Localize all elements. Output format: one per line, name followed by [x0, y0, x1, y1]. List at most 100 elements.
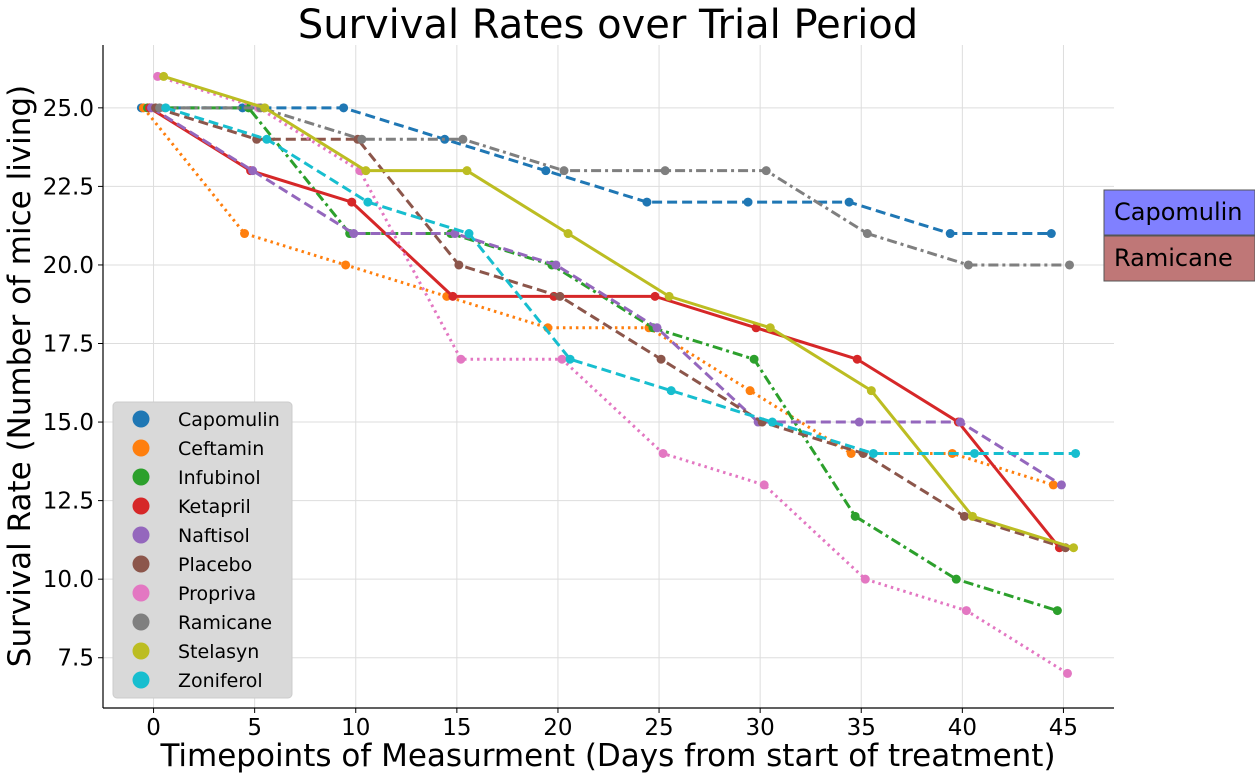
legend-label-placebo: Placebo	[178, 554, 252, 576]
data-point-naftisol	[652, 323, 662, 333]
legend-label-ramicane: Ramicane	[178, 612, 272, 634]
y-axis-label: Survival Rate (Number of mice living)	[2, 85, 38, 667]
data-point-propriva	[456, 354, 466, 364]
legend-label-capomulin: Capomulin	[178, 409, 280, 431]
data-point-infubinol	[850, 511, 860, 521]
y-tick-label: 20.0	[43, 253, 94, 279]
legend-items: Capomulin Ceftamin Infubinol Ketapril Naftis…	[132, 409, 280, 692]
x-tick-label: 30	[746, 715, 775, 741]
legend-box	[112, 401, 293, 699]
data-point-zoniferol	[161, 103, 171, 113]
series-line-zoniferol	[165, 106, 1076, 455]
data-point-ceftamin	[1048, 480, 1058, 490]
y-tick-label: 25.0	[43, 96, 94, 122]
legend-label-zoniferol: Zoniferol	[178, 670, 263, 692]
data-point-ramicane	[458, 134, 468, 144]
data-point-ceftamin	[745, 386, 755, 396]
data-point-propriva	[1062, 668, 1072, 678]
data-point-naftisol	[349, 229, 359, 239]
x-tick-label: 0	[146, 715, 161, 741]
legend-marker-capomulin	[132, 410, 150, 428]
y-tick-label: 7.5	[57, 646, 94, 672]
data-point-capomulin	[1046, 229, 1056, 239]
data-point-stelasyn	[361, 166, 371, 176]
data-point-stelasyn	[159, 71, 169, 81]
data-point-capomulin	[743, 197, 753, 207]
data-point-propriva	[557, 354, 567, 364]
data-point-ceftamin	[846, 448, 856, 458]
x-tick-label: 25	[644, 715, 673, 741]
data-point-ketapril	[448, 291, 458, 301]
series-zoniferol	[161, 103, 1081, 458]
legend: Capomulin Ceftamin Infubinol Ketapril Naftis…	[112, 401, 293, 699]
y-tick-label: 17.5	[43, 332, 94, 358]
data-point-stelasyn	[260, 103, 270, 113]
x-tick-label: 15	[442, 715, 471, 741]
legend-label-ketapril: Ketapril	[178, 496, 251, 518]
series-line-stelasyn	[163, 74, 1075, 550]
data-point-ramicane	[1065, 260, 1075, 270]
data-point-ceftamin	[341, 260, 351, 270]
x-tick-label: 40	[948, 715, 977, 741]
data-point-zoniferol	[868, 448, 878, 458]
data-point-infubinol	[1052, 606, 1062, 616]
data-point-infubinol	[951, 574, 961, 584]
data-point-propriva	[759, 480, 769, 490]
x-tick-label: 35	[847, 715, 876, 741]
data-point-stelasyn	[967, 511, 977, 521]
series-stelasyn	[159, 71, 1079, 553]
data-point-naftisol	[248, 166, 258, 176]
data-point-stelasyn	[765, 323, 775, 333]
legend-marker-stelasyn	[132, 642, 150, 660]
x-tick-label: 45	[1049, 715, 1078, 741]
data-point-naftisol	[955, 417, 965, 427]
x-tick-label: 20	[543, 715, 572, 741]
callout-label-ramicane: Ramicane	[1114, 244, 1233, 272]
data-point-ramicane	[862, 229, 872, 239]
data-point-zoniferol	[666, 386, 676, 396]
data-point-ramicane	[559, 166, 569, 176]
y-tick-label: 15.0	[43, 410, 94, 436]
x-tick-label: 5	[247, 715, 262, 741]
data-point-naftisol	[551, 260, 561, 270]
data-point-ramicane	[963, 260, 973, 270]
ticks-layer: 0 5 10 15 20 25 30 35 40 45 7.5 10.0 12.5 15.0 17.5 20.…	[43, 96, 1078, 741]
y-tick-label: 10.0	[43, 567, 94, 593]
series-line-capomulin	[141, 106, 1052, 236]
data-point-stelasyn	[866, 386, 876, 396]
data-point-capomulin	[339, 103, 349, 113]
series-layer	[136, 71, 1081, 678]
data-point-ramicane	[761, 166, 771, 176]
y-tick-label: 22.5	[43, 174, 94, 200]
data-point-ceftamin	[240, 229, 250, 239]
data-point-ramicane	[357, 134, 367, 144]
data-point-zoniferol	[767, 417, 777, 427]
legend-marker-ramicane	[132, 613, 150, 631]
data-point-stelasyn	[462, 166, 472, 176]
data-point-ramicane	[660, 166, 670, 176]
legend-marker-zoniferol	[132, 671, 150, 689]
callout-box-capomulin	[1103, 189, 1255, 236]
legend-label-naftisol: Naftisol	[178, 525, 250, 547]
legend-marker-naftisol	[132, 526, 150, 544]
legend-label-infubinol: Infubinol	[178, 467, 261, 489]
series-line-ramicane	[159, 106, 1070, 267]
data-point-stelasyn	[563, 229, 573, 239]
legend-marker-ceftamin	[132, 439, 150, 457]
callout-box-ramicane	[1103, 235, 1255, 282]
data-point-naftisol	[1056, 480, 1066, 490]
legend-label-stelasyn: Stelasyn	[178, 641, 259, 663]
data-point-placebo	[656, 354, 666, 364]
data-point-zoniferol	[969, 448, 979, 458]
data-point-ketapril	[650, 291, 660, 301]
data-point-stelasyn	[664, 291, 674, 301]
chart-title: Survival Rates over Trial Period	[298, 2, 918, 48]
data-point-ketapril	[852, 354, 862, 364]
data-point-zoniferol	[464, 229, 474, 239]
data-point-capomulin	[642, 197, 652, 207]
data-point-stelasyn	[1069, 543, 1079, 553]
data-point-capomulin	[945, 229, 955, 239]
data-point-infubinol	[749, 354, 759, 364]
legend-marker-placebo	[132, 555, 150, 573]
series-line-naftisol	[150, 106, 1063, 487]
